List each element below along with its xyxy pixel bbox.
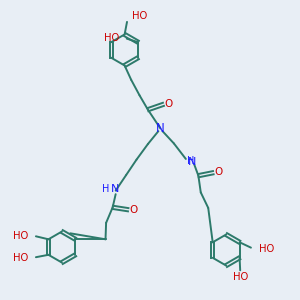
Text: HO: HO xyxy=(13,231,28,241)
Text: HO: HO xyxy=(13,253,28,263)
Text: O: O xyxy=(165,99,173,109)
Text: N: N xyxy=(111,184,119,194)
Text: HO: HO xyxy=(232,272,248,282)
Text: H: H xyxy=(102,184,109,194)
Text: H: H xyxy=(187,156,194,166)
Text: N: N xyxy=(156,122,165,135)
Text: HO: HO xyxy=(132,11,147,21)
Text: O: O xyxy=(130,205,138,215)
Text: HO: HO xyxy=(104,33,120,43)
Text: O: O xyxy=(214,167,223,177)
Text: N: N xyxy=(188,157,196,167)
Text: HO: HO xyxy=(259,244,274,254)
